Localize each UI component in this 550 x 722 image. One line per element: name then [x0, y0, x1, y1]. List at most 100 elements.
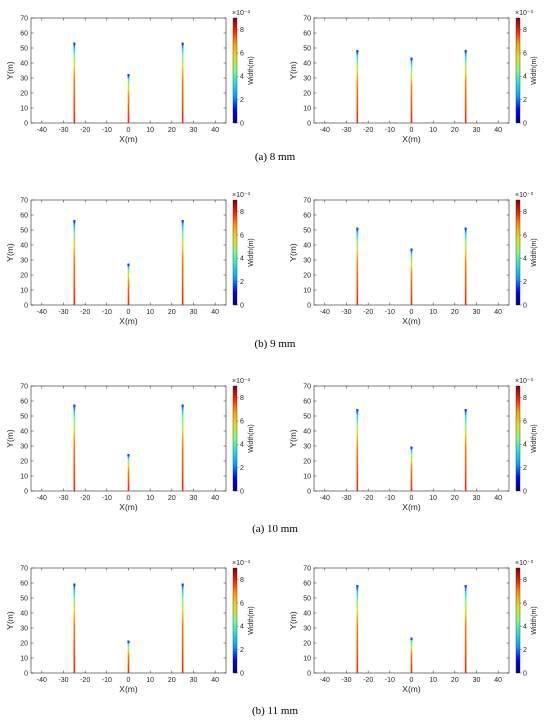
fracture-line: [410, 638, 413, 673]
fracture-tip: [181, 42, 184, 45]
y-tick-label: 30: [20, 76, 28, 83]
y-tick-label: 40: [20, 429, 28, 436]
y-tick-label: 20: [303, 641, 311, 648]
x-tick-label: 20: [168, 309, 176, 316]
x-tick-label: 30: [190, 309, 198, 316]
colorbar-tick-label: 4: [523, 74, 527, 81]
y-tick-label: 60: [20, 31, 28, 38]
y-tick-label: 20: [303, 459, 311, 466]
fracture-tip: [410, 446, 413, 449]
x-tick-label: -40: [37, 495, 47, 502]
colorbar: [232, 385, 238, 492]
y-tick-label: 60: [303, 213, 311, 220]
colorbar-tick-label: 0: [523, 120, 527, 127]
x-axis-label: X(m): [119, 134, 138, 144]
colorbar-multiplier: ×10⁻³: [232, 10, 251, 17]
colorbar-label: Width(m): [531, 238, 538, 266]
colorbar-tick-label: 4: [240, 256, 244, 263]
y-axis-label: Y(m): [288, 61, 298, 80]
fracture-line: [127, 75, 130, 123]
fracture-line: [410, 249, 413, 305]
colorbar-multiplier: ×10⁻³: [515, 192, 534, 199]
fracture-line: [181, 584, 184, 673]
colorbar-tick-label: 4: [523, 624, 527, 631]
colorbar: [232, 17, 238, 124]
x-tick-label: -10: [385, 127, 395, 134]
y-tick-label: 10: [303, 288, 311, 295]
colorbar-tick-label: 0: [240, 120, 244, 127]
x-tick-label: 0: [410, 677, 414, 684]
x-tick-label: 20: [168, 677, 176, 684]
x-tick-label: 10: [146, 309, 154, 316]
x-tick-label: -40: [320, 677, 330, 684]
y-tick-label: 40: [20, 243, 28, 250]
colorbar-label: Width(m): [531, 424, 538, 452]
y-tick-label: 30: [303, 258, 311, 265]
x-tick-label: -20: [363, 677, 373, 684]
x-tick-label: 30: [190, 495, 198, 502]
fracture-line: [356, 586, 359, 673]
x-tick-label: -40: [37, 677, 47, 684]
colorbar-tick-label: 6: [240, 232, 244, 239]
y-tick-label: 50: [303, 46, 311, 53]
x-tick-label: 20: [451, 127, 459, 134]
x-tick-label: -20: [80, 127, 90, 134]
y-tick-label: 60: [20, 581, 28, 588]
x-tick-label: -30: [58, 495, 68, 502]
x-tick-label: -30: [341, 309, 351, 316]
y-tick-label: 30: [20, 258, 28, 265]
x-axis-label: X(m): [402, 134, 421, 144]
colorbar-tick-label: 6: [240, 50, 244, 57]
fracture-tip: [73, 583, 76, 586]
x-tick-label: 0: [410, 127, 414, 134]
x-tick-label: -20: [80, 309, 90, 316]
x-tick-label: -30: [341, 495, 351, 502]
chart-panel: -40 -30 -20 -10 0 10 20 30 40010203040506070X(m)…: [288, 192, 538, 326]
x-tick-label: -40: [320, 495, 330, 502]
y-tick-label: 70: [20, 384, 28, 391]
colorbar-label: Width(m): [248, 56, 255, 84]
colorbar-tick-label: 0: [523, 488, 527, 495]
fracture-line: [464, 410, 467, 491]
x-tick-label: 20: [168, 127, 176, 134]
x-tick-label: -30: [341, 677, 351, 684]
figure-caption: (a) 10 mm: [252, 523, 298, 535]
colorbar-label: Width(m): [531, 606, 538, 634]
colorbar-tick-label: 8: [240, 27, 244, 34]
fracture-line: [73, 405, 76, 491]
fracture-tip: [127, 74, 130, 77]
colorbar-tick-label: 6: [523, 232, 527, 239]
x-tick-label: 0: [127, 495, 131, 502]
y-tick-label: 40: [303, 61, 311, 68]
fracture-line: [127, 641, 130, 673]
colorbar-tick-label: 6: [523, 50, 527, 57]
y-axis-label: Y(m): [5, 243, 15, 262]
fracture-tip: [356, 585, 359, 588]
y-tick-label: 10: [303, 106, 311, 113]
y-tick-label: 50: [303, 596, 311, 603]
y-tick-label: 40: [303, 611, 311, 618]
y-tick-label: 0: [307, 303, 311, 310]
fracture-tip: [410, 57, 413, 60]
fracture-line: [181, 405, 184, 491]
fracture-tip: [356, 409, 359, 412]
colorbar-multiplier: ×10⁻³: [232, 192, 251, 199]
fracture-line: [181, 221, 184, 305]
y-tick-label: 10: [20, 106, 28, 113]
y-tick-label: 70: [20, 16, 28, 23]
fracture-tip: [181, 220, 184, 223]
x-tick-label: -10: [102, 309, 112, 316]
y-tick-label: 10: [303, 656, 311, 663]
fracture-line: [410, 58, 413, 123]
x-tick-label: 30: [473, 495, 481, 502]
y-tick-label: 10: [20, 474, 28, 481]
chart-panel: -40 -30 -20 -10 0 10 20 30 40010203040506070X(m)…: [288, 378, 538, 512]
x-tick-label: -20: [363, 309, 373, 316]
fracture-tip: [464, 409, 467, 412]
x-tick-label: -10: [102, 127, 112, 134]
colorbar: [515, 567, 521, 674]
x-tick-label: -20: [363, 127, 373, 134]
colorbar-tick-label: 2: [240, 647, 244, 654]
chart-panel: -40 -30 -20 -10 0 10 20 30 40010203040506070X(m)…: [5, 378, 255, 512]
x-tick-label: 20: [451, 309, 459, 316]
